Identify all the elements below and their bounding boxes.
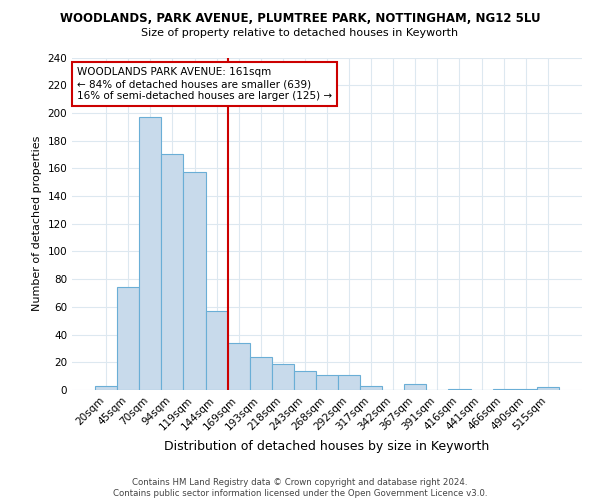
Bar	[515, 388, 537, 390]
Bar	[360, 386, 382, 390]
Bar	[404, 384, 427, 390]
Text: Contains HM Land Registry data © Crown copyright and database right 2024.
Contai: Contains HM Land Registry data © Crown c…	[113, 478, 487, 498]
Text: WOODLANDS, PARK AVENUE, PLUMTREE PARK, NOTTINGHAM, NG12 5LU: WOODLANDS, PARK AVENUE, PLUMTREE PARK, N…	[59, 12, 541, 26]
Bar	[184, 172, 206, 390]
Text: WOODLANDS PARK AVENUE: 161sqm
← 84% of detached houses are smaller (639)
16% of : WOODLANDS PARK AVENUE: 161sqm ← 84% of d…	[77, 68, 332, 100]
Bar	[250, 357, 272, 390]
Bar	[448, 388, 470, 390]
Bar	[272, 364, 294, 390]
Text: Size of property relative to detached houses in Keyworth: Size of property relative to detached ho…	[142, 28, 458, 38]
Bar	[227, 343, 250, 390]
Bar	[294, 370, 316, 390]
Bar	[493, 388, 515, 390]
X-axis label: Distribution of detached houses by size in Keyworth: Distribution of detached houses by size …	[164, 440, 490, 453]
Bar	[139, 117, 161, 390]
Bar	[537, 387, 559, 390]
Bar	[316, 375, 338, 390]
Bar	[161, 154, 184, 390]
Bar	[95, 386, 117, 390]
Y-axis label: Number of detached properties: Number of detached properties	[32, 136, 42, 312]
Bar	[206, 311, 227, 390]
Bar	[117, 288, 139, 390]
Bar	[338, 375, 360, 390]
